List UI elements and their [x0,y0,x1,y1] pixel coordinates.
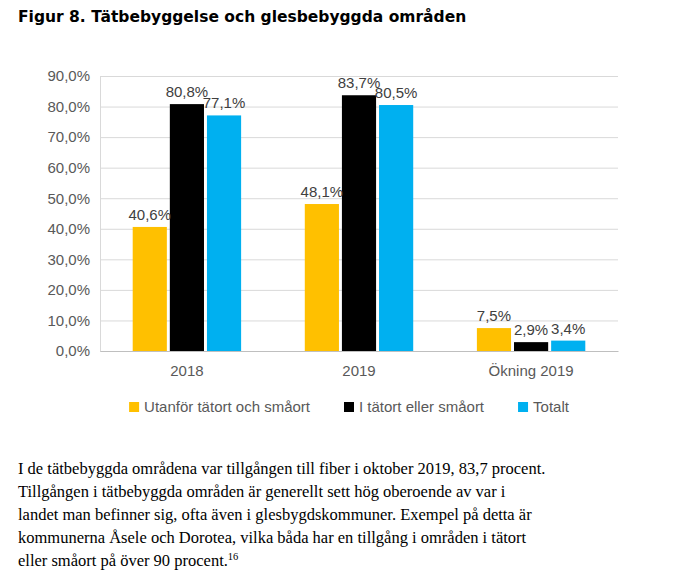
y-tick: 60,0% [47,159,618,176]
y-tick-label: 40,0% [47,220,90,237]
data-labels: 40,6%48,1%7,5%80,8%83,7%2,9%77,1%80,5%3,… [129,74,586,338]
x-tick-label: Ökning 2019 [489,362,574,379]
y-axis-line [101,77,619,352]
data-label: 77,1% [203,94,246,111]
x-tick: 2018 [170,351,203,379]
y-tick-label: 30,0% [47,251,90,268]
bar [305,204,339,351]
body-text: I de tätbebyggda områdena var tillgången… [18,459,545,570]
y-axis: 0,0% 10,0% 20,0% 30,0% 40,0% 50,0% 60,0% 70,0% 8… [47,67,618,359]
legend-label: Totalt [533,398,570,415]
x-axis: 2018 2019 Ökning 2019 [101,351,619,379]
page: Figur 8. Tätbebyggelse och glesbebyggda … [0,0,700,584]
bar [342,95,376,351]
paragraph-line: I de tätbebyggda områdena var tillgången… [18,459,545,478]
y-tick-label: 50,0% [47,190,90,207]
y-tick-label: 0,0% [56,342,90,359]
paragraph-text: kommunerna Åsele och Dorotea, vilka båda… [18,528,527,547]
bar [477,328,511,351]
bar [379,105,413,351]
plot: 0,0% 10,0% 20,0% 30,0% 40,0% 50,0% 60,0% 70,0% 8… [47,67,618,378]
y-tick-label: 90,0% [47,67,90,84]
data-label: 48,1% [301,183,344,200]
paragraph-text: I de tätbebyggda områdena var tillgången… [18,459,545,478]
paragraph-text: Tillgången i tätbebyggda områden är gene… [18,482,506,501]
x-tick: Ökning 2019 [489,351,574,379]
y-tick-label: 10,0% [47,312,90,329]
bar [207,115,241,351]
legend-swatch [129,402,139,412]
legend-item: I tätort eller småort [344,398,485,415]
bar [133,227,167,351]
paragraph-line: Tillgången i tätbebyggda områden är gene… [18,482,506,501]
y-tick-label: 70,0% [47,128,90,145]
y-tick: 80,0% [47,98,618,115]
y-tick: 90,0% [47,67,618,84]
paragraph-line: kommunerna Åsele och Dorotea, vilka båda… [18,528,527,547]
y-tick-label: 60,0% [47,159,90,176]
x-tick: 2019 [342,351,375,379]
chart-title: Figur 8. Tätbebyggelse och glesbebyggda … [18,7,466,26]
x-axis-line [101,351,619,352]
data-label: 80,5% [375,84,418,101]
x-tick-label: 2018 [170,362,203,379]
paragraph-line: landet man befinner sig, ofta även i gle… [18,505,532,524]
legend-item: Totalt [518,398,570,415]
y-tick-label: 20,0% [47,281,90,298]
bars [133,95,586,351]
legend-label: I tätort eller småort [359,398,485,415]
data-label: 40,6% [129,206,172,223]
legend-item: Utanför tätort och småort [129,398,311,415]
grid-line [100,351,618,352]
bar [170,104,204,351]
bar [551,341,585,351]
bar [514,342,548,351]
paragraph-text: eller småort på över 90 procent. [18,551,228,570]
y-tick: 70,0% [47,128,618,145]
paragraph-line: eller småort på över 90 procent.16 [18,551,238,570]
legend-swatch [344,402,354,412]
paragraph-text: landet man befinner sig, ofta även i gle… [18,505,532,524]
y-tick-label: 80,0% [47,98,90,115]
legend-label: Utanför tätort och småort [144,398,311,415]
legend-swatch [518,402,528,412]
legend: Utanför tätort och småort I tätort eller … [129,398,570,415]
data-label: 2,9% [514,321,548,338]
data-label: 7,5% [477,307,511,324]
footnote-ref: 16 [228,551,239,562]
data-label: 3,4% [551,320,585,337]
x-tick-label: 2019 [342,362,375,379]
